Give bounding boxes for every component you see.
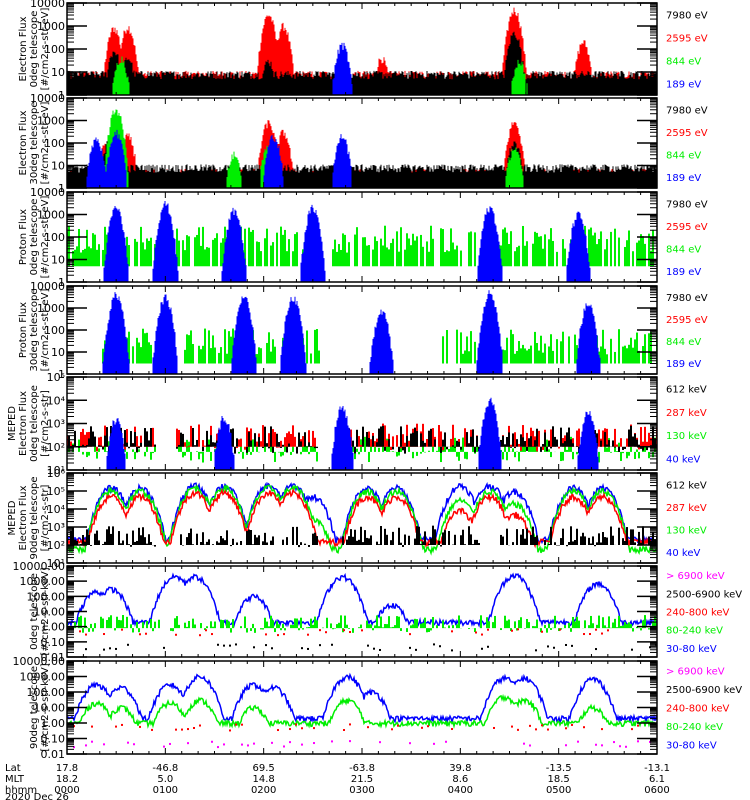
- series-287-kev-line: [67, 488, 657, 549]
- y-tick-label: 1: [58, 276, 65, 289]
- y-tick-label: 10: [51, 346, 65, 359]
- y-tick-label: 10⁴: [47, 394, 66, 407]
- legend-entry: 7980 eV: [666, 293, 708, 304]
- y-tick-label: 100: [44, 324, 65, 337]
- panel-5-frame: [66, 376, 658, 471]
- y-axis-label: Electron Flux: [18, 16, 29, 81]
- legend-entry: 189 eV: [666, 267, 701, 278]
- y-tick-label: 10000: [30, 92, 65, 105]
- y-tick-label: 100: [44, 231, 65, 244]
- legend-entry: 287 keV: [666, 408, 707, 419]
- y-tick-label: 10000: [30, 0, 65, 10]
- y-tick-label: 10⁵: [47, 371, 65, 384]
- y-axis-label: Proton Flux: [18, 302, 29, 358]
- legend-entry: 189 eV: [666, 80, 701, 91]
- y-tick-label: 1000: [37, 302, 65, 315]
- y-tick-label: 10: [51, 254, 65, 267]
- panel-1-data: [67, 7, 657, 95]
- y-tick-label: 10: [51, 66, 65, 79]
- legend-entry: 844 eV: [666, 57, 701, 68]
- legend-entry: 612 keV: [666, 385, 707, 396]
- legend-entry: 844 eV: [666, 150, 701, 161]
- panel-2-data: [67, 109, 657, 188]
- y-axis-label: Proton Flux: [18, 209, 29, 265]
- y-tick-label: 1000: [37, 20, 65, 33]
- y-tick-label: 100: [44, 43, 65, 56]
- y-axis-label: [#/cm2-s-str-eV]: [40, 102, 51, 185]
- y-axis-label: [#/cm2-s-str-eV]: [40, 196, 51, 279]
- y-axis-label: Electron Flux: [18, 391, 29, 456]
- y-axis-label: 30deg telescope: [29, 288, 40, 371]
- legend-entry: 40 keV: [666, 454, 700, 465]
- legend-entry: 844 eV: [666, 337, 701, 348]
- y-tick-label: 100: [44, 137, 65, 150]
- y-tick-label: 10000: [30, 280, 65, 293]
- legend-entry: 189 eV: [666, 359, 701, 370]
- legend-entry: 7980 eV: [666, 105, 708, 116]
- y-axis-label: 0deg telescope: [29, 385, 40, 462]
- y-tick-label: 10000: [30, 186, 65, 199]
- y-axis-label: Electron Flux: [18, 110, 29, 175]
- y-axis-label: 0deg telescope: [29, 11, 40, 88]
- y-tick-label: 10¹: [47, 557, 65, 570]
- y-axis-label: [#/cm2-s-str]: [40, 390, 51, 457]
- y-tick-label: 10¹: [47, 464, 65, 477]
- legend-entry: 189 eV: [666, 173, 701, 184]
- y-tick-label: 10³: [47, 418, 65, 431]
- y-axis-label: 30deg telescope: [29, 101, 40, 184]
- legend-entry: 2595 eV: [666, 34, 708, 45]
- y-tick-label: 1000: [37, 115, 65, 128]
- legend-entry: 130 keV: [666, 431, 707, 442]
- y-axis-label: [#/cm2-s-str-eV]: [40, 8, 51, 91]
- y-tick-label: 10²: [47, 441, 65, 454]
- legend-entry: 2595 eV: [666, 222, 708, 233]
- legend-entry: 7980 eV: [666, 199, 708, 210]
- y-tick-label: 1: [58, 368, 65, 381]
- y-tick-label: 10: [51, 160, 65, 173]
- y-axis-label: MEPED: [7, 406, 18, 441]
- y-tick-label: 1000: [37, 209, 65, 222]
- y-tick-label: 1: [58, 182, 65, 195]
- legend-entry: 7980 eV: [666, 11, 708, 22]
- y-axis-label: [#/cm2-s-str-eV]: [40, 289, 51, 372]
- panel-3-data: [67, 200, 654, 282]
- panel-6-data: [67, 481, 657, 556]
- panel-4-data: [102, 290, 657, 374]
- legend-entry: 844 eV: [666, 244, 701, 255]
- series-40-kev-line: [67, 481, 657, 546]
- y-axis-label: 0deg telescope: [29, 199, 40, 276]
- panel-5-data: [67, 397, 657, 470]
- legend-entry: 2595 eV: [666, 128, 708, 139]
- y-tick-label: 1: [58, 89, 65, 102]
- legend-entry: 2595 eV: [666, 315, 708, 326]
